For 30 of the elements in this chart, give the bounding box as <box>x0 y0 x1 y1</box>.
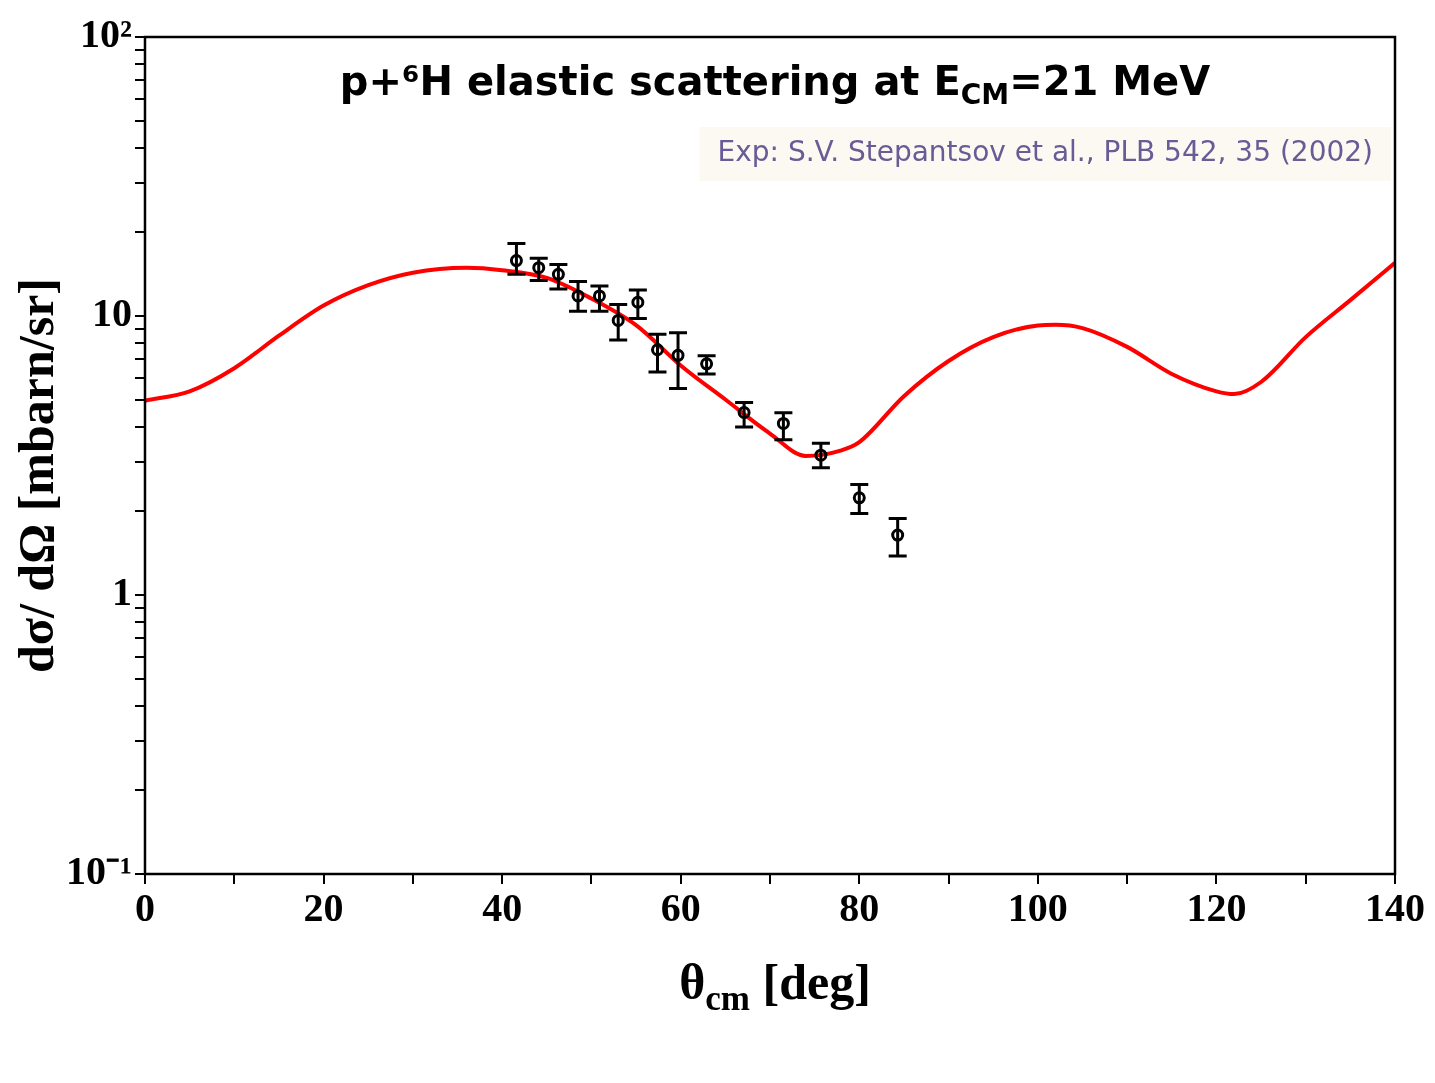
point <box>700 357 714 371</box>
x-tick-label: 60 <box>660 885 701 931</box>
x-tick-label: 100 <box>1007 885 1068 931</box>
point <box>532 261 546 275</box>
x-tick-label: 20 <box>303 885 344 931</box>
point <box>651 343 664 357</box>
x-tick-label: 140 <box>1365 885 1425 931</box>
y-tick-label: 10² <box>79 11 132 57</box>
line-series <box>144 260 1395 458</box>
y-tick-label: 10⁻¹ <box>65 848 132 894</box>
point <box>631 295 645 309</box>
x-tick-label: 120 <box>1186 885 1247 931</box>
x-tick-label: 0 <box>134 885 155 931</box>
point <box>571 289 585 303</box>
y-tick-label: 1 <box>111 569 132 615</box>
point <box>852 491 866 505</box>
y-tick-label: 10 <box>91 290 132 336</box>
x-tick-label: 40 <box>482 885 523 931</box>
point <box>776 416 790 430</box>
point <box>509 254 523 268</box>
point <box>814 448 828 462</box>
point <box>891 528 905 542</box>
point <box>737 405 751 419</box>
point <box>671 348 685 362</box>
y-axis-title: dσ/ dΩ [mbarn/sr] <box>7 277 64 674</box>
point <box>551 267 565 281</box>
point <box>592 289 606 303</box>
x-tick-label: 80 <box>839 885 880 931</box>
point <box>611 313 625 327</box>
annotation: Exp: S.V. Stepantsov et al., PLB 542, 35 (2002) <box>717 135 1374 169</box>
